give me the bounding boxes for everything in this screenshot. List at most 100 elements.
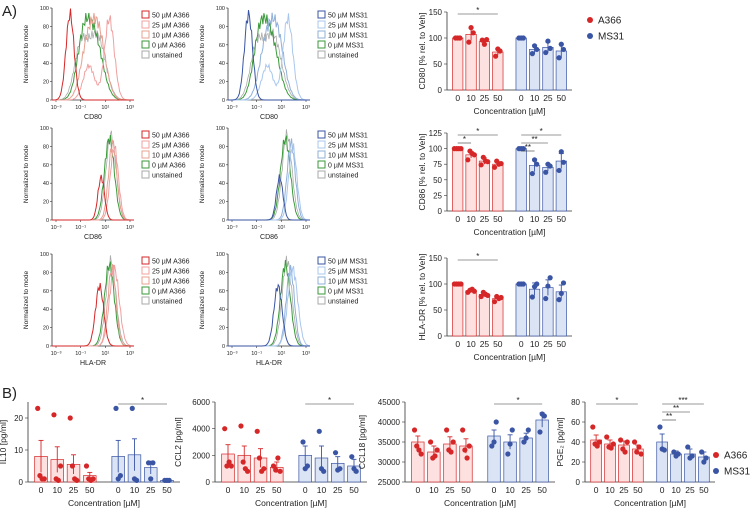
data-point [226, 459, 232, 465]
histogram-curve [52, 8, 134, 101]
data-point [321, 468, 327, 474]
x-tick-label: 10⁻³ [227, 351, 238, 357]
legend-swatch [141, 140, 150, 149]
x-tick-label: 10⁻¹ [75, 105, 86, 111]
x-tick-label: 0 [39, 485, 44, 495]
x-tick-label: 10¹ [277, 105, 285, 111]
y-tick-label: 10 [14, 446, 23, 455]
x-tick-label: 10 [240, 485, 250, 495]
legend-label: 25 µM MS31 [328, 269, 368, 276]
x-tick-label: 10³ [302, 105, 310, 111]
data-point [594, 443, 600, 449]
legend-label: 0 µM MS31 [328, 289, 364, 296]
x-tick-label: 50 [699, 485, 709, 495]
x-tick-label: 25 [480, 93, 490, 103]
data-point [74, 477, 80, 483]
data-point [685, 444, 691, 450]
data-point [462, 447, 468, 453]
data-point [457, 35, 463, 41]
x-axis-marker: CD80 [260, 114, 278, 121]
data-point [432, 453, 438, 459]
data-point [480, 154, 486, 160]
data-point [531, 157, 538, 163]
x-tick-label: 50 [493, 93, 503, 103]
data-point [534, 161, 540, 167]
y-axis-title: CD80 [% rel. to Veh] [417, 12, 427, 89]
y-tick-label: 0 [19, 478, 24, 487]
data-point [608, 445, 614, 451]
x-tick-label: 25 [543, 339, 553, 349]
x-tick-label: 25 [543, 214, 553, 224]
legend-swatch [141, 40, 150, 49]
legend-swatch [317, 10, 326, 19]
x-tick-label: 0 [455, 93, 460, 103]
y-axis-title: Normalized to mode [199, 145, 206, 204]
y-tick-label: 45000 [378, 398, 401, 407]
legend-swatch [141, 10, 150, 19]
legend-label: 25 µM MS31 [328, 23, 368, 30]
data-point [444, 427, 450, 433]
legend-label: 50 µM A366 [152, 259, 190, 266]
x-tick-label: 10 [466, 339, 476, 349]
y-tick-label: 35000 [378, 438, 401, 447]
y-tick-label: 100 [429, 280, 443, 289]
data-point [631, 439, 638, 445]
y-tick-label: 60 [219, 289, 225, 295]
x-tick-label: 10 [671, 485, 681, 495]
y-tick-label: 0 [576, 478, 581, 487]
data-point [349, 454, 355, 460]
y-tick-label: 80 [219, 24, 225, 30]
data-point [543, 295, 549, 302]
data-point [470, 30, 476, 36]
legend-label: 10 µM MS31 [328, 279, 368, 286]
significance-label: ** [525, 143, 531, 152]
x-axis-marker: CD86 [84, 234, 102, 241]
y-tick-label: 40 [43, 307, 49, 313]
legend-label: A366 [724, 451, 748, 462]
data-point [300, 439, 306, 445]
significance-label: * [615, 396, 618, 405]
y-tick-label: 100 [40, 126, 49, 132]
y-tick-label: 0 [222, 218, 225, 224]
data-point [547, 163, 553, 169]
x-tick-label: 10 [317, 485, 327, 495]
data-point [353, 468, 359, 474]
y-tick-label: 80 [43, 24, 49, 30]
legend-label: MS31 [598, 32, 625, 43]
x-tick-label: 10 [466, 93, 476, 103]
data-point [556, 297, 562, 303]
legend-swatch [141, 130, 150, 139]
x-tick-label: 0 [226, 485, 231, 495]
legend-dot [587, 17, 593, 23]
significance-label: *** [678, 396, 687, 405]
data-point [661, 447, 667, 453]
x-axis-marker: HLA-DR [80, 360, 106, 367]
data-point [256, 455, 263, 461]
data-point [275, 455, 281, 461]
data-point [622, 449, 628, 455]
legend-swatch [317, 30, 326, 39]
x-tick-label: 25 [619, 485, 629, 495]
x-tick-label: 0 [455, 339, 460, 349]
x-tick-label: 10⁻³ [51, 351, 62, 357]
legend-swatch [317, 296, 326, 305]
bar [515, 37, 527, 91]
legend-label: unstained [328, 299, 358, 306]
x-axis-title: Concentration [µM] [474, 352, 546, 362]
y-tick-label: 20 [43, 326, 49, 332]
x-tick-label: 10³ [126, 105, 134, 111]
legend-dot [713, 468, 719, 474]
data-point [240, 459, 246, 465]
x-tick-label: 10⁻³ [51, 225, 62, 231]
y-tick-label: 20 [219, 326, 225, 332]
x-tick-label: 25 [480, 214, 490, 224]
x-tick-label: 50 [537, 485, 547, 495]
legend-swatch [317, 266, 326, 275]
significance-label: * [476, 252, 479, 261]
data-point [493, 53, 499, 59]
x-tick-label: 50 [557, 339, 567, 349]
data-point [560, 46, 567, 53]
x-tick-label: 10 [53, 485, 63, 495]
y-tick-label: 150 [429, 8, 443, 17]
